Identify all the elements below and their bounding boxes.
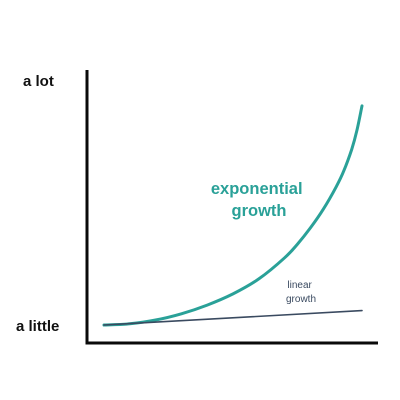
series-label-linear-line1: linear — [287, 280, 312, 291]
series-label-exponential: exponential growth — [211, 180, 307, 220]
exponential-growth-line — [102, 104, 364, 327]
series-label-linear: linear growth — [286, 280, 316, 305]
series-layer — [102, 104, 364, 327]
series-label-exponential-line2: growth — [232, 202, 287, 220]
y-tick-label-top: a lot — [23, 73, 54, 90]
series-label-exponential-line1: exponential — [211, 180, 303, 198]
y-tick-label-bottom: a little — [16, 318, 59, 335]
linear-growth-line — [103, 309, 363, 326]
series-label-linear-line2: growth — [286, 294, 316, 305]
